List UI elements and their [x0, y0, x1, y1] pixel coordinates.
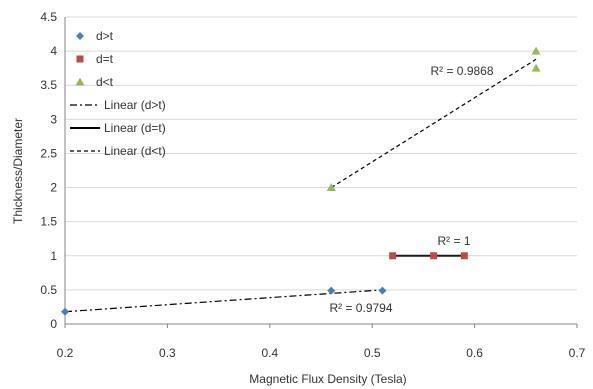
- legend-label: Linear (d>t): [104, 98, 166, 112]
- legend-marker: [76, 55, 84, 63]
- x-tick-label: 0.4: [261, 346, 278, 360]
- y-tick-label: 3.5: [40, 78, 57, 92]
- data-point-series-1: [61, 307, 69, 316]
- r-squared-label-2: R² = 1: [437, 234, 470, 248]
- y-tick-label: 1.5: [40, 215, 57, 229]
- data-point-series-3: [531, 63, 541, 72]
- legend-label: d<t: [96, 75, 114, 89]
- x-tick-label: 0.7: [569, 346, 586, 360]
- data-point-series-3: [326, 183, 336, 192]
- trendline-3: [330, 58, 537, 189]
- gridlines: [65, 16, 577, 291]
- trendline-1: [64, 289, 383, 313]
- trendlines: [64, 58, 537, 313]
- r-squared-annotations: R² = 0.9794 R² = 1 R² = 0.9868: [329, 64, 493, 315]
- data-points: [61, 46, 541, 316]
- data-point-series-1: [378, 286, 387, 295]
- legend-label: d=t: [96, 52, 114, 66]
- data-point-series-2: [460, 252, 468, 260]
- y-tick-label: 4.5: [40, 10, 57, 24]
- legend-marker: [76, 32, 84, 40]
- legend: d>t d=t d<t Linear (d>t) Linear (d=t) Linear …: [70, 29, 166, 158]
- x-tick-label: 0.6: [466, 346, 483, 360]
- data-point-series-2: [389, 252, 397, 260]
- legend-label: d>t: [96, 29, 114, 43]
- legend-marker: [75, 77, 85, 86]
- r-squared-label-1: R² = 0.9794: [329, 301, 392, 315]
- x-tick-label: 0.5: [364, 346, 381, 360]
- data-point-series-2: [430, 252, 438, 260]
- y-tick-label: 4: [50, 44, 57, 58]
- y-tick-label: 1: [50, 249, 57, 263]
- x-axis-label: Magnetic Flux Density (Tesla): [249, 372, 406, 386]
- axes: [64, 17, 578, 328]
- y-tick-label: 2: [50, 181, 57, 195]
- y-tick-label: 0: [50, 317, 57, 331]
- data-point-series-3: [531, 46, 541, 55]
- x-tick-label: 0.2: [57, 346, 74, 360]
- r-squared-label-3: R² = 0.9868: [430, 64, 493, 78]
- data-point-series-1: [327, 286, 336, 295]
- y-tick-label: 2.5: [40, 146, 57, 160]
- y-tick-label: 3: [50, 112, 57, 126]
- y-axis-label: Thickness/Diameter: [11, 118, 25, 224]
- x-tick-label: 0.3: [159, 346, 176, 360]
- legend-label: Linear (d=t): [104, 121, 166, 135]
- tick-labels: 0 0.5 1 1.5 2 2.5 3 3.5 4 4.5 0.2 0.3 0.4 0.5 0.6 0.7: [40, 10, 585, 360]
- y-tick-label: 0.5: [40, 283, 57, 297]
- legend-label: Linear (d<t): [104, 144, 166, 158]
